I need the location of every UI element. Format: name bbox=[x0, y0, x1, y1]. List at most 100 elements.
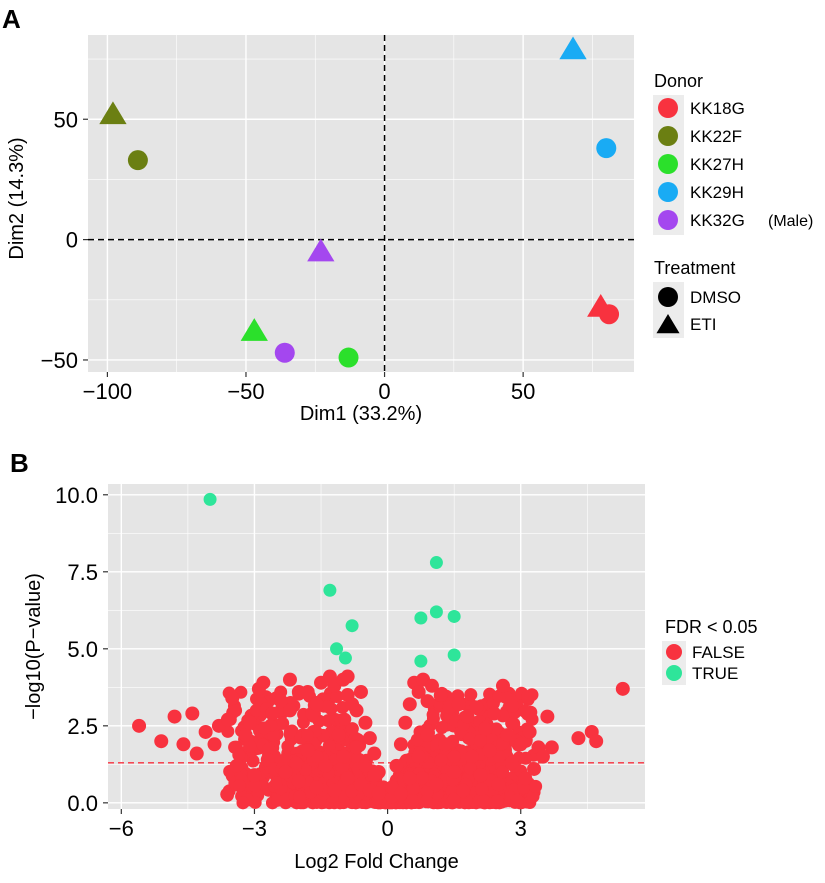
point-fdr-false bbox=[300, 684, 315, 699]
panel-a-x-axis-title: Dim1 (33.2%) bbox=[300, 403, 422, 425]
point-fdr-true bbox=[330, 642, 344, 656]
volcano-cloud-point bbox=[236, 796, 250, 810]
legend-key-kk22f bbox=[658, 126, 678, 146]
point-kk32g-eti bbox=[307, 238, 335, 262]
volcano-cloud-point bbox=[526, 789, 540, 803]
point-kk29h-dmso bbox=[596, 138, 617, 159]
y-tick-label: 5.0 bbox=[67, 637, 98, 662]
panel-b-plot-background bbox=[108, 484, 645, 809]
panel-a-points bbox=[99, 36, 620, 368]
volcano-cloud-point bbox=[426, 711, 440, 725]
donor-legend-title: Donor bbox=[654, 71, 703, 91]
point-fdr-false bbox=[225, 691, 240, 706]
volcano-cloud-point bbox=[345, 722, 359, 736]
point-fdr-false bbox=[535, 749, 550, 764]
legend-label-true: TRUE bbox=[692, 664, 738, 683]
point-fdr-false bbox=[238, 728, 253, 743]
point-fdr-false bbox=[544, 740, 559, 755]
volcano-cloud-point bbox=[510, 793, 524, 807]
point-fdr-false bbox=[420, 694, 435, 709]
y-tick-label: 0.0 bbox=[67, 791, 98, 816]
volcano-cloud-point bbox=[475, 782, 489, 796]
volcano-cloud-point bbox=[419, 794, 433, 808]
point-fdr-false bbox=[367, 768, 382, 783]
point-fdr-false bbox=[495, 678, 510, 693]
y-tick-label: 0 bbox=[66, 228, 78, 253]
point-fdr-false bbox=[349, 740, 364, 755]
point-fdr-true bbox=[429, 556, 443, 570]
point-fdr-false bbox=[447, 765, 462, 780]
point-fdr-false bbox=[513, 737, 528, 752]
point-fdr-true bbox=[345, 619, 359, 633]
point-fdr-false bbox=[398, 715, 413, 730]
point-fdr-false bbox=[464, 749, 479, 764]
point-fdr-false bbox=[518, 771, 533, 786]
point-fdr-false bbox=[615, 681, 630, 696]
volcano-cloud-point bbox=[434, 753, 448, 767]
x-tick-label: 3 bbox=[515, 816, 527, 841]
fdr-legend-title: FDR < 0.05 bbox=[665, 617, 758, 637]
volcano-cloud-point bbox=[220, 787, 234, 801]
panel-b-legend: FDR < 0.05 FALSE TRUE bbox=[662, 617, 758, 685]
point-kk27h-dmso bbox=[338, 347, 359, 368]
point-fdr-false bbox=[469, 700, 484, 715]
x-tick-label: −3 bbox=[242, 816, 267, 841]
volcano-cloud-point bbox=[496, 765, 510, 779]
point-fdr-false bbox=[247, 768, 262, 783]
panel-a-plot-background bbox=[88, 35, 634, 372]
point-fdr-true bbox=[323, 583, 337, 597]
point-fdr-false bbox=[274, 694, 289, 709]
volcano-cloud-point bbox=[505, 716, 519, 730]
panel-a-reference-lines bbox=[88, 35, 634, 372]
point-fdr-false bbox=[420, 728, 435, 743]
point-fdr-false bbox=[340, 669, 355, 684]
donor-legend-entries: KK18G KK22F KK27H KK29H KK32G (Male) bbox=[658, 98, 813, 230]
volcano-cloud-point bbox=[492, 689, 506, 703]
fdr-legend-entries: FALSE TRUE bbox=[666, 643, 745, 683]
panel-a-legend: Donor KK18G KK22F KK27H KK29H KK32G (Male) Tr… bbox=[653, 71, 813, 338]
legend-key-kk18g bbox=[658, 98, 678, 118]
panel-a-y-axis-title: Dim2 (14.3%) bbox=[6, 137, 28, 259]
volcano-cloud-point bbox=[330, 690, 344, 704]
point-fdr-false bbox=[220, 712, 235, 727]
volcano-cloud-point bbox=[529, 779, 543, 793]
point-fdr-false bbox=[185, 706, 200, 721]
x-tick-label: −6 bbox=[109, 816, 134, 841]
point-fdr-false bbox=[491, 777, 506, 792]
point-fdr-false bbox=[340, 771, 355, 786]
point-fdr-false bbox=[540, 709, 555, 724]
point-fdr-false bbox=[207, 737, 222, 752]
volcano-cloud-point bbox=[243, 739, 257, 753]
volcano-cloud-point bbox=[519, 751, 533, 765]
legend-label-kk29h: KK29H bbox=[690, 183, 744, 202]
volcano-cloud-point bbox=[248, 779, 262, 793]
volcano-cloud-point bbox=[490, 794, 504, 808]
point-fdr-false bbox=[371, 786, 386, 801]
point-fdr-false bbox=[278, 765, 293, 780]
point-kk22f-dmso bbox=[127, 150, 148, 171]
volcano-cloud-point bbox=[232, 779, 246, 793]
y-tick-label: 7.5 bbox=[67, 560, 98, 585]
point-fdr-true bbox=[429, 605, 443, 619]
point-fdr-false bbox=[198, 724, 213, 739]
volcano-cloud-point bbox=[322, 739, 336, 753]
x-tick-label: 0 bbox=[378, 379, 390, 404]
point-fdr-false bbox=[527, 761, 542, 776]
point-fdr-true bbox=[447, 648, 461, 662]
point-fdr-false bbox=[243, 715, 258, 730]
y-tick-label: 10.0 bbox=[55, 483, 98, 508]
panel-b-x-axis-title: Log2 Fold Change bbox=[294, 851, 459, 873]
point-fdr-false bbox=[411, 684, 426, 699]
volcano-cloud-point bbox=[338, 712, 352, 726]
volcano-cloud-point bbox=[406, 793, 420, 807]
legend-key-kk27h bbox=[658, 154, 678, 174]
point-fdr-true bbox=[203, 492, 217, 506]
volcano-cloud-point bbox=[293, 790, 307, 804]
point-fdr-false bbox=[589, 734, 604, 749]
point-fdr-false bbox=[522, 724, 537, 739]
point-fdr-true bbox=[414, 611, 428, 625]
volcano-cloud-point bbox=[463, 732, 477, 746]
point-kk29h-eti bbox=[559, 36, 587, 60]
volcano-cloud-point bbox=[289, 756, 303, 770]
